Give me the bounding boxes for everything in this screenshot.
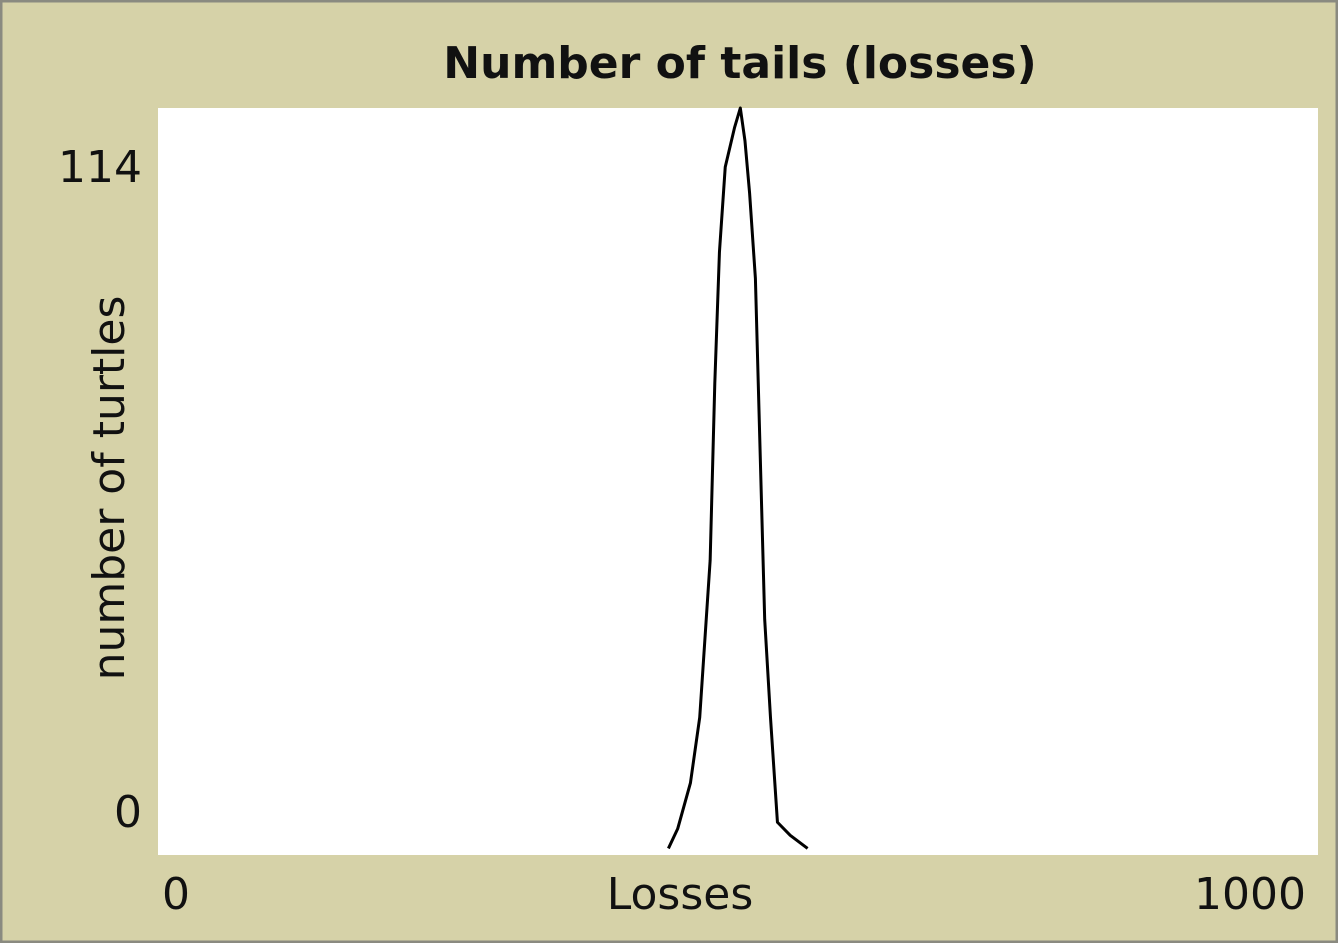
x-tick-label: 0	[162, 869, 190, 920]
chart-title: Number of tails (losses)	[443, 38, 1036, 89]
data-line	[667, 106, 809, 850]
y-tick-label: 0	[114, 787, 142, 838]
x-axis-label: Losses	[607, 869, 754, 920]
y-axis-label: number of turtles	[84, 296, 135, 681]
plot-area	[158, 108, 1318, 855]
x-tick-label: 1000	[1194, 869, 1306, 920]
y-tick-label: 114	[58, 142, 142, 193]
